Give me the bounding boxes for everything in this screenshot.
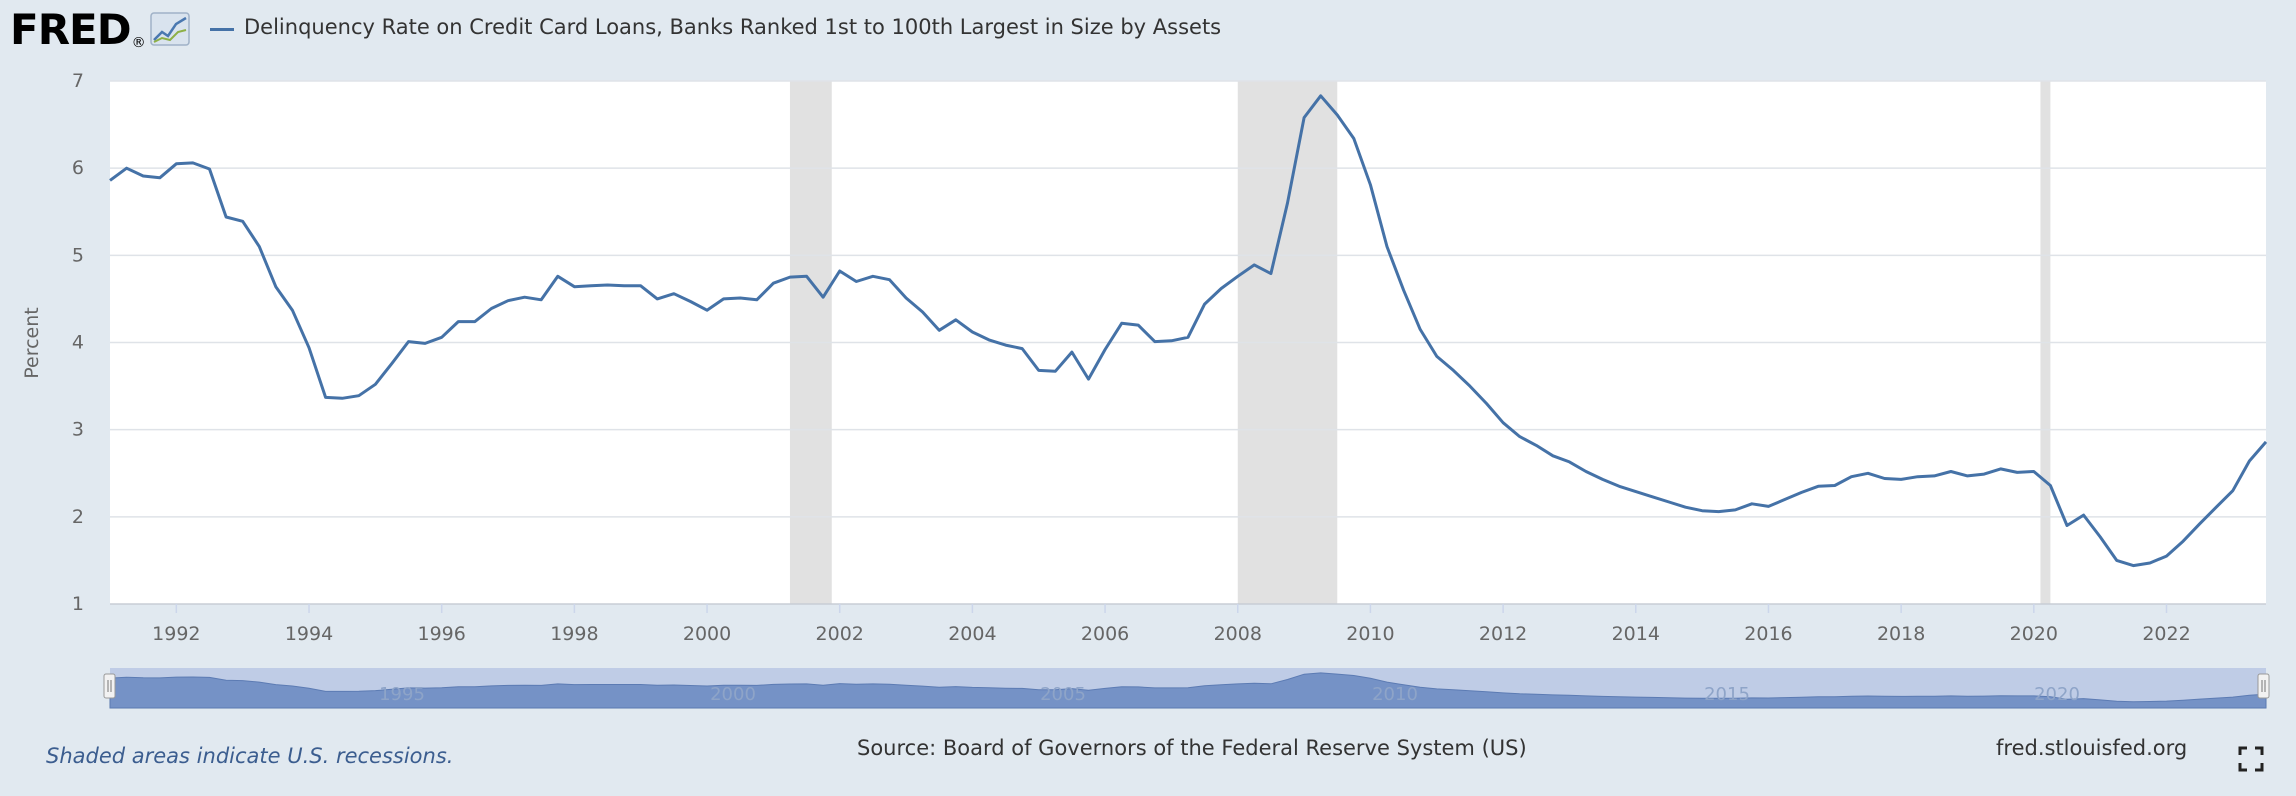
x-tick-label: 2006 bbox=[1081, 623, 1129, 645]
x-tick-label: 2012 bbox=[1479, 623, 1527, 645]
x-tick-label: 2008 bbox=[1214, 623, 1262, 645]
navigator-left-handle[interactable] bbox=[103, 673, 116, 699]
x-tick-label: 1996 bbox=[418, 623, 466, 645]
y-tick-label: 1 bbox=[72, 593, 84, 615]
site-url[interactable]: fred.stlouisfed.org bbox=[1996, 736, 2188, 760]
navigator-right-handle[interactable] bbox=[2257, 673, 2270, 699]
y-axis-label: Percent bbox=[21, 307, 43, 379]
fred-logo-registered-mark: ® bbox=[131, 35, 146, 51]
y-tick-label: 3 bbox=[72, 419, 84, 441]
y-tick-label: 6 bbox=[72, 157, 84, 179]
y-tick-label: 2 bbox=[72, 506, 84, 528]
chart-header: FRED ® Delinquency Rate on Credit Card L… bbox=[0, 0, 2296, 60]
chart-line-icon bbox=[149, 12, 190, 46]
x-tick-label: 2014 bbox=[1612, 623, 1660, 645]
navigator-year-label: 2015 bbox=[1704, 684, 1750, 705]
series-line[interactable] bbox=[109, 94, 2268, 568]
x-tick-label: 2020 bbox=[2010, 623, 2058, 645]
range-navigator[interactable]: 1995 2000 2005 2010 2015 2020 bbox=[103, 668, 2270, 709]
navigator-year-label: 2000 bbox=[710, 684, 756, 705]
legend-series-line bbox=[210, 28, 234, 31]
y-axis-ticks: 1 2 3 4 5 6 7 bbox=[72, 70, 84, 615]
x-tick-label: 2010 bbox=[1346, 623, 1394, 645]
navigator-area bbox=[109, 672, 2267, 709]
x-tick-label: 2002 bbox=[816, 623, 864, 645]
recession-note: Shaded areas indicate U.S. recessions. bbox=[46, 744, 454, 768]
fred-logo[interactable]: FRED ® bbox=[10, 4, 190, 54]
x-tick-label: 2018 bbox=[1877, 623, 1925, 645]
chart-title: Delinquency Rate on Credit Card Loans, B… bbox=[244, 15, 1222, 39]
x-tick-label: 2016 bbox=[1744, 623, 1792, 645]
x-tick-label: 1998 bbox=[550, 623, 598, 645]
navigator-year-label: 1995 bbox=[379, 684, 425, 705]
x-tick-label: 2004 bbox=[948, 623, 996, 645]
x-tick-label: 2022 bbox=[2142, 623, 2190, 645]
x-axis-ticks: 1992 1994 1996 1998 2000 2002 2004 2006 2008 2010… bbox=[152, 604, 2191, 645]
y-tick-label: 5 bbox=[72, 244, 84, 266]
x-tick-label: 2000 bbox=[683, 623, 731, 645]
y-tick-label: 7 bbox=[72, 70, 84, 92]
navigator-year-label: 2020 bbox=[2034, 684, 2080, 705]
y-tick-label: 4 bbox=[72, 332, 84, 354]
grid-lines bbox=[110, 80, 2266, 605]
navigator-selection[interactable] bbox=[110, 668, 2266, 708]
x-tick-label: 1994 bbox=[285, 623, 333, 645]
x-tick-label: 1992 bbox=[152, 623, 200, 645]
navigator-year-label: 2005 bbox=[1040, 684, 1086, 705]
fullscreen-icon[interactable] bbox=[2238, 746, 2264, 772]
navigator-year-label: 2010 bbox=[1372, 684, 1418, 705]
data-source: Source: Board of Governors of the Federa… bbox=[857, 736, 1527, 760]
fred-logo-text: FRED bbox=[10, 4, 132, 54]
navigator-year-labels: 1995 2000 2005 2010 2015 2020 bbox=[379, 684, 2080, 705]
